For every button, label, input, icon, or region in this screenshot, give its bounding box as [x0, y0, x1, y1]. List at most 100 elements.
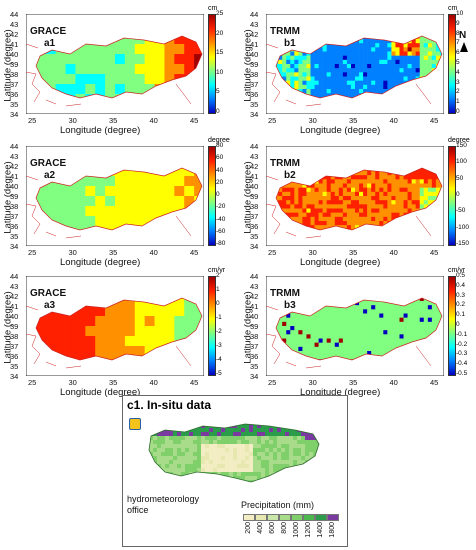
- colorbar-tick-label: 60: [216, 154, 224, 162]
- xlabel: Longitude (degree): [300, 387, 381, 398]
- colorbar: [208, 146, 216, 246]
- panel-tag: b2: [284, 170, 296, 181]
- y-tick-label: 40: [10, 182, 19, 191]
- x-tick-label: 25: [28, 248, 37, 257]
- y-tick-label: 35: [250, 100, 259, 109]
- colorbar-tick-label: 0.3: [456, 291, 466, 299]
- y-tick-label: 41: [10, 302, 19, 311]
- y-tick-label: 43: [250, 20, 259, 29]
- y-tick-label: 38: [250, 202, 259, 211]
- colorbar-tick-label: 0.2: [456, 301, 466, 309]
- x-tick-label: 25: [268, 116, 277, 125]
- colorbar-tick-label: -150: [456, 240, 470, 247]
- y-tick-label: 36: [250, 352, 259, 361]
- x-tick-label: 40: [389, 248, 398, 257]
- x-tick-label: 45: [430, 116, 439, 125]
- colorbar-unit: cm/yr: [208, 267, 226, 274]
- y-tick-label: 40: [10, 312, 19, 321]
- xlabel: Longitude (degree): [300, 125, 381, 136]
- colorbar-tick-label: 10: [456, 10, 464, 17]
- legend-swatch: [279, 514, 291, 521]
- y-tick-label: 38: [10, 332, 19, 341]
- colorbar: [208, 276, 216, 376]
- colorbar-tick-label: 20: [216, 29, 224, 37]
- colorbar-unit: degree: [448, 137, 470, 144]
- legend-swatch: [315, 514, 327, 521]
- y-tick-label: 42: [250, 162, 259, 171]
- north-arrow-icon: [460, 42, 468, 52]
- y-tick-label: 39: [250, 322, 259, 331]
- colorbar-tick-label: 8: [456, 29, 460, 37]
- x-tick-label: 35: [109, 378, 118, 387]
- legend-tick-label: 1400: [317, 522, 324, 538]
- y-tick-label: 35: [250, 362, 259, 371]
- y-tick-label: 34: [250, 372, 259, 381]
- colorbar-tick-label: 2: [216, 272, 220, 279]
- colorbar-tick-label: -4: [216, 356, 222, 363]
- y-tick-label: 38: [250, 332, 259, 341]
- y-tick-label: 38: [10, 202, 19, 211]
- colorbar-tick-label: 5: [216, 88, 220, 96]
- colorbar-tick-label: 20: [216, 178, 224, 186]
- x-tick-label: 35: [349, 116, 358, 125]
- y-tick-label: 41: [10, 172, 19, 181]
- source-label: GRACE: [30, 158, 67, 169]
- x-tick-label: 45: [190, 116, 199, 125]
- map-panel-b2: Latitude (degree) TRMM b2 44 43 42 41 40 39 38…: [240, 136, 476, 268]
- y-tick-label: 41: [250, 302, 259, 311]
- insitu-panel: c1. In-situ data hydrometeorology office…: [122, 395, 348, 547]
- map-panel-a1: Latitude (degree) GRACE a1 44 43 42 41 40 39 3…: [0, 4, 236, 136]
- y-tick-label: 40: [250, 312, 259, 321]
- colorbar-tick-label: 2: [456, 88, 460, 96]
- panel-tag: b1: [284, 38, 296, 49]
- y-tick-label: 42: [250, 30, 259, 39]
- source-label: GRACE: [30, 26, 67, 37]
- legend-tick-label: 1800: [329, 522, 336, 538]
- colorbar-unit: cm: [208, 5, 218, 12]
- insitu-legend-title: Precipitation (mm): [241, 500, 315, 510]
- y-tick-label: 37: [10, 342, 19, 351]
- x-tick-label: 40: [149, 248, 158, 257]
- x-tick-label: 30: [308, 116, 317, 125]
- y-tick-label: 34: [10, 242, 19, 251]
- colorbar-tick-label: 0: [216, 300, 220, 307]
- source-label: TRMM: [270, 26, 300, 37]
- map-a1: [26, 14, 204, 114]
- x-tick-label: 25: [268, 378, 277, 387]
- x-tick-label: 30: [68, 116, 77, 125]
- y-tick-label: 40: [250, 50, 259, 59]
- x-tick-label: 35: [109, 248, 118, 257]
- y-tick-label: 44: [250, 142, 259, 151]
- colorbar: [448, 276, 456, 376]
- colorbar-tick-label: -5: [216, 370, 222, 377]
- panel-tag: b3: [284, 300, 296, 311]
- x-tick-label: 45: [430, 378, 439, 387]
- legend-swatch: [255, 514, 267, 521]
- x-tick-label: 35: [349, 248, 358, 257]
- panel-tag: a2: [44, 170, 56, 181]
- map-b1: [266, 14, 444, 114]
- source-label: GRACE: [30, 288, 67, 299]
- x-tick-label: 30: [68, 248, 77, 257]
- colorbar-tick-label: 3: [456, 78, 460, 86]
- y-tick-label: 38: [250, 70, 259, 79]
- x-tick-label: 30: [308, 378, 317, 387]
- y-tick-label: 39: [10, 60, 19, 69]
- y-tick-label: 43: [10, 20, 19, 29]
- y-tick-label: 40: [250, 182, 259, 191]
- legend-swatch: [243, 514, 255, 521]
- xlabel: Longitude (degree): [300, 257, 381, 268]
- x-tick-label: 40: [389, 378, 398, 387]
- colorbar-tick-label: -2: [216, 328, 222, 335]
- source-label: TRMM: [270, 158, 300, 169]
- legend-tick-label: 400: [257, 522, 264, 534]
- colorbar-tick-label: -0.5: [456, 370, 468, 377]
- insitu-title: c1. In-situ data: [127, 398, 212, 412]
- panel-tag: a3: [44, 300, 56, 311]
- source-label: TRMM: [270, 288, 300, 299]
- y-tick-label: 36: [250, 90, 259, 99]
- y-tick-label: 38: [10, 70, 19, 79]
- y-tick-label: 43: [10, 152, 19, 161]
- legend-tick-label: 800: [281, 522, 288, 534]
- north-arrow-label: N: [459, 30, 467, 41]
